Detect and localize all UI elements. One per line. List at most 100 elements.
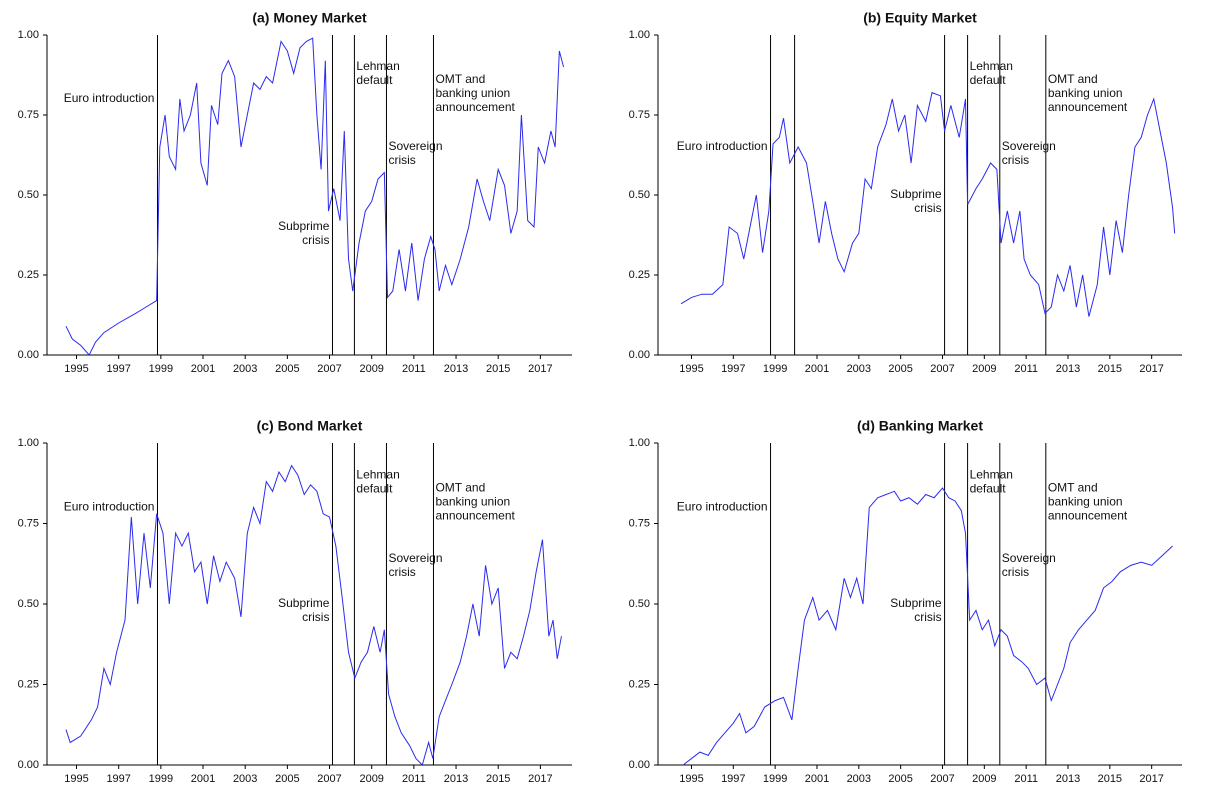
event-label: Euro introduction xyxy=(64,500,155,514)
x-tick-label: 1999 xyxy=(763,773,787,785)
x-tick-label: 2009 xyxy=(359,363,383,375)
event-label: Sovereign xyxy=(1002,139,1056,153)
event-label: Subprime xyxy=(278,596,330,610)
x-tick-label: 2011 xyxy=(402,363,426,375)
event-label: OMT and xyxy=(435,480,485,494)
x-tick-label: 2003 xyxy=(233,773,257,785)
x-tick-label: 2015 xyxy=(1098,363,1122,375)
y-tick-label: 0.75 xyxy=(18,109,39,121)
panel: (c) Bond Market 0.00 0.25 0.50 0.75 1.00 1995 1… xyxy=(18,418,572,785)
event-label: Subprime xyxy=(890,596,942,610)
event-label: banking union xyxy=(1048,494,1123,508)
data-line xyxy=(65,464,562,766)
event-label: banking union xyxy=(435,86,510,100)
panel-title: (c) Bond Market xyxy=(257,418,363,434)
y-tick-label: 0.50 xyxy=(629,598,650,610)
x-tick-label: 2015 xyxy=(486,363,510,375)
event-label: crisis xyxy=(388,153,415,167)
x-tick-label: 1997 xyxy=(106,773,130,785)
event-label: default xyxy=(970,481,1007,495)
x-tick-label: 2001 xyxy=(191,363,215,375)
x-tick-label: 2003 xyxy=(847,773,871,785)
event-label: Lehman xyxy=(970,59,1013,73)
x-tick-label: 2009 xyxy=(972,363,996,375)
y-tick-label: 0.25 xyxy=(629,678,650,690)
event-label: announcement xyxy=(435,508,515,522)
panel-title: (d) Banking Market xyxy=(857,418,983,434)
panel-title: (a) Money Market xyxy=(252,10,367,26)
y-tick-label: 1.00 xyxy=(18,437,39,449)
x-tick-label: 1999 xyxy=(763,363,787,375)
event-label: crisis xyxy=(1002,565,1029,579)
x-tick-label: 2003 xyxy=(233,363,257,375)
x-tick-label: 2017 xyxy=(1139,363,1163,375)
x-tick-label: 2007 xyxy=(317,773,341,785)
event-label: announcement xyxy=(1048,508,1128,522)
x-tick-label: 1999 xyxy=(149,363,173,375)
y-tick-label: 0.25 xyxy=(629,269,650,281)
x-tick-label: 2005 xyxy=(275,773,299,785)
event-label: Subprime xyxy=(890,187,942,201)
y-tick-label: 0.00 xyxy=(18,349,39,361)
event-label: crisis xyxy=(914,201,941,215)
x-tick-label: 2017 xyxy=(528,773,552,785)
event-label: crisis xyxy=(1002,153,1029,167)
event-label: OMT and xyxy=(1048,72,1098,86)
x-tick-label: 1999 xyxy=(149,773,173,785)
event-label: Sovereign xyxy=(1002,551,1056,565)
data-line xyxy=(680,91,1176,317)
y-tick-label: 0.25 xyxy=(18,678,39,690)
event-label: announcement xyxy=(435,100,515,114)
event-label: default xyxy=(970,73,1007,87)
event-label: Lehman xyxy=(970,467,1013,481)
x-tick-label: 2005 xyxy=(888,773,912,785)
x-tick-label: 2009 xyxy=(972,773,996,785)
x-tick-label: 1997 xyxy=(106,363,130,375)
x-tick-label: 1995 xyxy=(64,363,88,375)
data-line xyxy=(682,487,1173,766)
x-tick-label: 2011 xyxy=(1014,773,1038,785)
event-label: crisis xyxy=(302,233,329,247)
x-tick-label: 2017 xyxy=(1139,773,1163,785)
y-tick-label: 0.50 xyxy=(629,189,650,201)
event-label: crisis xyxy=(388,565,415,579)
x-tick-label: 2013 xyxy=(444,363,468,375)
x-tick-label: 1995 xyxy=(64,773,88,785)
event-label: crisis xyxy=(914,610,941,624)
event-label: banking union xyxy=(435,494,510,508)
x-tick-label: 2001 xyxy=(191,773,215,785)
y-tick-label: 0.00 xyxy=(629,759,650,771)
y-tick-label: 0.50 xyxy=(18,598,39,610)
y-tick-label: 0.75 xyxy=(629,109,650,121)
y-tick-label: 0.75 xyxy=(18,517,39,529)
panel: (d) Banking Market 0.00 0.25 0.50 0.75 1.00 19… xyxy=(629,418,1182,785)
x-tick-label: 2011 xyxy=(402,773,426,785)
event-label: OMT and xyxy=(1048,480,1098,494)
event-label: default xyxy=(356,73,393,87)
x-tick-label: 1997 xyxy=(721,363,745,375)
event-label: Sovereign xyxy=(388,551,442,565)
event-label: Euro introduction xyxy=(64,91,155,105)
x-tick-label: 2015 xyxy=(486,773,510,785)
x-tick-label: 2003 xyxy=(847,363,871,375)
x-tick-label: 2009 xyxy=(359,773,383,785)
event-label: default xyxy=(356,481,393,495)
x-tick-label: 2007 xyxy=(317,363,341,375)
y-tick-label: 1.00 xyxy=(629,437,650,449)
event-label: Euro introduction xyxy=(677,139,768,153)
event-label: Euro introduction xyxy=(677,500,768,514)
x-tick-label: 2013 xyxy=(444,773,468,785)
y-tick-label: 0.50 xyxy=(18,189,39,201)
x-tick-label: 2001 xyxy=(805,773,829,785)
panel: (a) Money Market 0.00 0.25 0.50 0.75 1.00 1995… xyxy=(18,10,572,375)
event-label: Sovereign xyxy=(388,139,442,153)
event-label: announcement xyxy=(1048,100,1128,114)
event-label: Subprime xyxy=(278,219,330,233)
event-label: OMT and xyxy=(435,72,485,86)
x-tick-label: 2001 xyxy=(805,363,829,375)
panel: (b) Equity Market 0.00 0.25 0.50 0.75 1.00 199… xyxy=(629,10,1182,375)
y-tick-label: 0.25 xyxy=(18,269,39,281)
x-tick-label: 2005 xyxy=(888,363,912,375)
